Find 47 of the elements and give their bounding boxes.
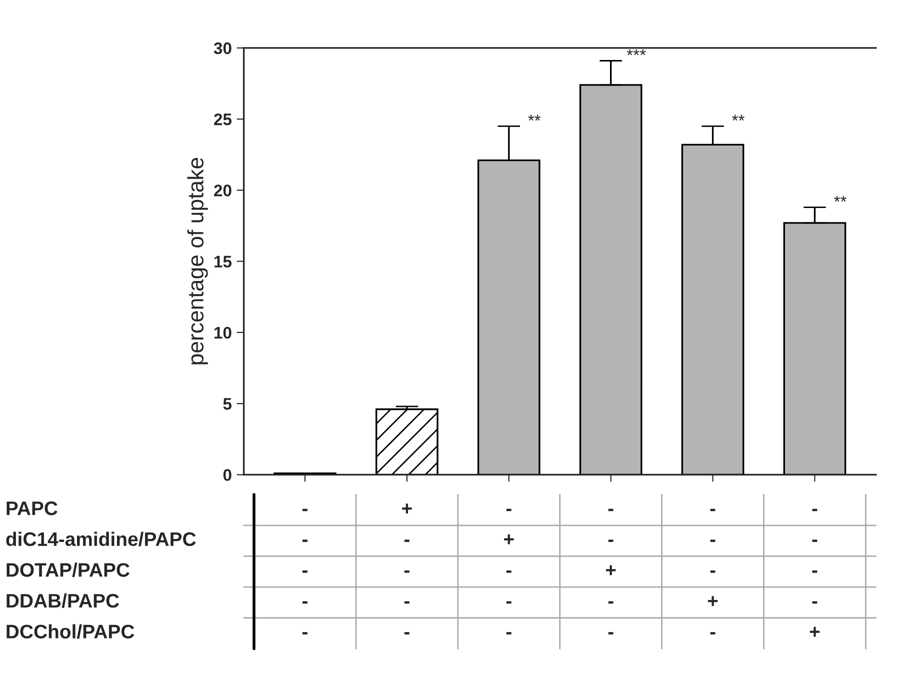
text: - — [812, 508, 818, 512]
text: - — [404, 570, 410, 573]
text: - — [302, 632, 308, 634]
data-label: *** — [626, 49, 646, 56]
text: - — [404, 601, 410, 604]
text: - — [812, 601, 818, 604]
text: + — [504, 534, 514, 544]
text: - — [812, 540, 818, 542]
text: - — [506, 508, 512, 512]
text: DCChol/PAPC — [6, 624, 134, 639]
y-axis-title: percentage of uptake — [187, 158, 208, 364]
text: - — [506, 570, 512, 573]
text: - — [608, 508, 614, 512]
text: DDAB/PAPC — [6, 593, 120, 608]
text: DOTAP/PAPC — [6, 562, 130, 578]
text: - — [302, 601, 308, 604]
text: - — [404, 540, 410, 542]
y-tick-label: 20 — [214, 184, 232, 196]
y-tick-label: 10 — [214, 326, 232, 339]
text: - — [506, 601, 512, 604]
text: - — [302, 570, 308, 573]
text: - — [302, 540, 308, 542]
text: + — [402, 504, 412, 514]
text: - — [608, 601, 614, 604]
text: PAPC — [6, 501, 58, 516]
text: - — [812, 570, 818, 573]
text: - — [710, 570, 716, 573]
text: + — [708, 596, 718, 606]
text: - — [710, 632, 716, 634]
data-label: ** — [528, 114, 541, 121]
text: - — [506, 632, 512, 634]
text: - — [710, 540, 716, 542]
y-tick-label: 5 — [223, 398, 232, 410]
text: - — [404, 632, 410, 634]
y-tick-label: 25 — [214, 113, 232, 126]
data-label: ** — [834, 196, 846, 202]
y-tick-label: 30 — [214, 42, 232, 54]
text: - — [302, 508, 308, 512]
text: - — [710, 508, 716, 512]
y-tick-label: 0 — [223, 469, 232, 481]
text: - — [608, 540, 614, 542]
text: - — [608, 632, 614, 634]
data-label: ** — [732, 114, 744, 121]
y-tick-label: 15 — [214, 256, 232, 268]
text: diC14-amidine/PAPC — [6, 532, 196, 546]
text: + — [606, 565, 616, 576]
text: + — [810, 626, 820, 637]
